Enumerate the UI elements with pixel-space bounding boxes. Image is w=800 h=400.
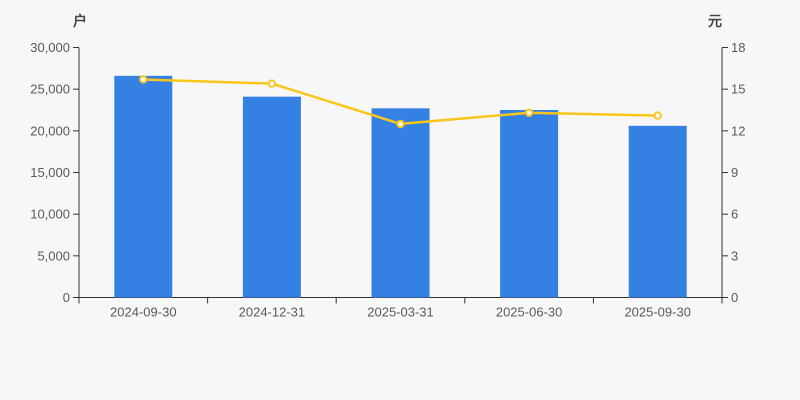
line-point[interactable] <box>396 119 405 129</box>
left-axis-title: 户 <box>73 13 87 29</box>
x-axis-label: 2025-03-31 <box>367 305 434 320</box>
bar[interactable] <box>500 110 559 298</box>
left-axis-tick-label: 0 <box>63 290 70 305</box>
bar[interactable] <box>628 125 687 298</box>
line-point[interactable] <box>267 79 277 88</box>
left-axis-tick-label: 20,000 <box>30 123 70 138</box>
line-point[interactable] <box>524 108 534 117</box>
right-axis-tick-label: 6 <box>731 207 738 222</box>
right-axis-title: 元 <box>708 13 722 29</box>
left-axis-tick-label: 30,000 <box>30 40 70 55</box>
right-axis-tick-label: 3 <box>731 248 738 263</box>
line-point[interactable] <box>653 111 662 120</box>
right-axis-tick-label: 0 <box>731 290 738 305</box>
bar[interactable] <box>371 108 430 298</box>
left-axis-tick-label: 15,000 <box>30 165 70 180</box>
right-axis-tick-label: 18 <box>731 40 745 55</box>
line-point[interactable] <box>139 75 148 84</box>
bar[interactable] <box>114 75 173 298</box>
left-axis-tick-label: 25,000 <box>30 82 70 97</box>
x-axis-label: 2025-06-30 <box>496 305 563 320</box>
x-axis-label: 2025-09-30 <box>624 305 691 320</box>
x-axis-label: 2024-12-31 <box>239 305 306 320</box>
x-axis-label: 2024-09-30 <box>110 305 177 320</box>
left-axis-tick-label: 10,000 <box>30 207 70 222</box>
right-axis-tick-label: 9 <box>731 165 738 180</box>
right-axis-tick-label: 12 <box>731 123 745 138</box>
left-axis-tick-label: 5,000 <box>37 248 70 263</box>
bar[interactable] <box>242 96 301 298</box>
right-axis-tick-label: 15 <box>731 82 745 97</box>
